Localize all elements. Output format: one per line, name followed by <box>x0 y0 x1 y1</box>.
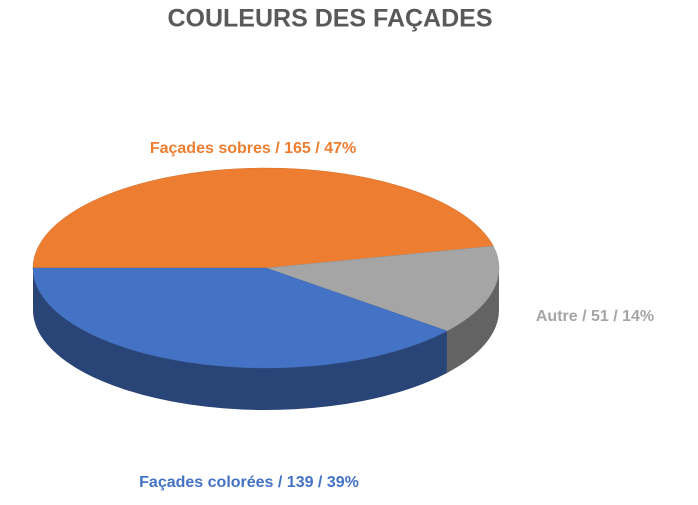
slice <box>265 245 500 332</box>
slice-side <box>33 268 447 410</box>
data-label: Autre / 51 / 14% <box>536 308 654 325</box>
data-label: Façades colorées / 139 / 39% <box>139 474 359 491</box>
slice <box>32 267 448 369</box>
data-label: Façades sobres / 165 / 47% <box>150 140 356 157</box>
chart-title: COULEURS DES FAÇADES <box>167 5 492 33</box>
slice-side <box>446 268 499 373</box>
slice <box>32 167 494 269</box>
